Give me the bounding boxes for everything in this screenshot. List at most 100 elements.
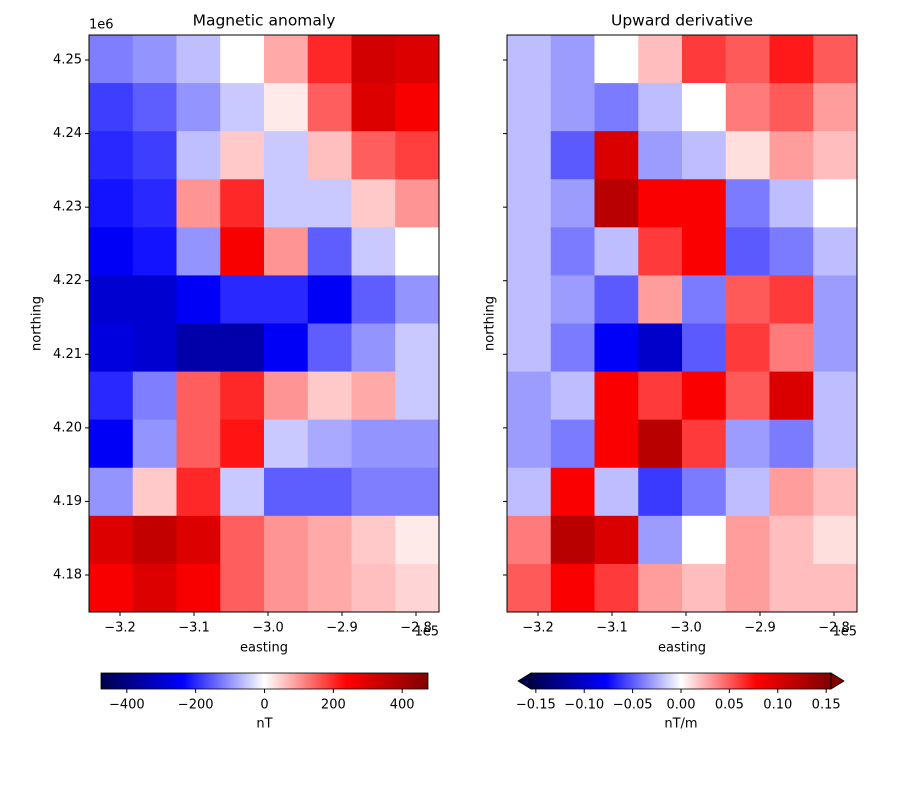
heatmap-cell	[176, 131, 221, 180]
heatmap-cell	[507, 227, 552, 276]
heatmap-cell	[769, 467, 814, 517]
heatmap-cell	[725, 467, 770, 517]
heatmap-cell	[132, 515, 177, 565]
heatmap-cell	[176, 563, 221, 613]
heatmap-cell	[89, 179, 134, 228]
heatmap-cell	[682, 371, 727, 421]
colorbar-tick-label: 0.15	[812, 698, 841, 713]
heatmap-cell	[638, 179, 683, 228]
heatmap-cell	[395, 131, 440, 180]
heatmap-cell	[132, 371, 177, 421]
heatmap-cell	[307, 467, 352, 517]
heatmap-cell	[395, 83, 440, 132]
heatmap-cell	[395, 371, 440, 421]
colorbar-tick-label: −400	[109, 698, 145, 713]
heatmap-cell	[769, 323, 814, 373]
heatmap-cell	[813, 179, 858, 228]
heatmap-cell	[682, 515, 727, 565]
heatmap-cell	[682, 227, 727, 276]
heatmap-cell	[220, 131, 265, 180]
heatmap-cell	[264, 83, 309, 132]
heatmap-cell	[307, 35, 352, 84]
heatmap-cell	[638, 275, 683, 324]
heatmap-cell	[594, 515, 639, 565]
colorbar-tick-label: 0.05	[715, 698, 744, 713]
heatmap-cell	[769, 419, 814, 469]
heatmap-cell	[89, 131, 134, 180]
heatmap-cell	[264, 35, 309, 84]
heatmap-cell	[351, 131, 396, 180]
x-tick-label: −3.2	[104, 621, 136, 636]
heatmap-cell	[725, 563, 770, 613]
heatmap-cell	[395, 227, 440, 276]
heatmap-cell	[220, 35, 265, 84]
x-tick-label: −2.8	[818, 621, 850, 636]
heatmap-cell	[769, 275, 814, 324]
x-tick-label: −2.9	[744, 621, 776, 636]
colorbar	[101, 673, 428, 689]
heatmap-cell	[550, 179, 595, 228]
heatmap-cell	[682, 179, 727, 228]
heatmap-cell	[507, 371, 552, 421]
heatmap-cell	[351, 323, 396, 373]
heatmap-cell	[351, 419, 396, 469]
y-tick-label: 4.22	[53, 273, 82, 288]
heatmap-cell	[351, 515, 396, 565]
x-tick-label: −3.0	[670, 621, 702, 636]
colorbar-label: nT	[256, 717, 272, 732]
colorbar-tick-label: 0.10	[763, 698, 792, 713]
heatmap-cell	[550, 467, 595, 517]
heatmap-cell	[594, 179, 639, 228]
heatmap-cell	[594, 563, 639, 613]
heatmap-cell	[507, 131, 552, 180]
heatmap-cell	[307, 419, 352, 469]
heatmap-cell	[307, 515, 352, 565]
heatmap-cell	[264, 227, 309, 276]
heatmap-cell	[813, 323, 858, 373]
heatmap-cell	[550, 227, 595, 276]
heatmap-cell	[507, 179, 552, 228]
y-tick-label: 4.20	[53, 420, 82, 435]
heatmap-cell	[550, 371, 595, 421]
heatmap-cell	[550, 35, 595, 84]
colorbar-label: nT/m	[664, 717, 697, 732]
heatmap-cell	[507, 563, 552, 613]
heatmap-cell	[176, 419, 221, 469]
x-axis-label: easting	[658, 641, 706, 656]
heatmap-cell	[725, 227, 770, 276]
heatmap-cell	[307, 275, 352, 324]
heatmap-cell	[813, 515, 858, 565]
heatmap-cell	[725, 275, 770, 324]
heatmap-cell	[550, 323, 595, 373]
heatmap-cell	[682, 275, 727, 324]
heatmap-cell	[638, 35, 683, 84]
heatmap-cell	[682, 419, 727, 469]
heatmap-cell	[89, 275, 134, 324]
heatmap-cell	[89, 227, 134, 276]
x-tick-label: −3.0	[252, 621, 284, 636]
y-axis-label: northing	[483, 296, 498, 351]
heatmap-cell	[395, 515, 440, 565]
heatmap-cell	[220, 83, 265, 132]
heatmap-cell	[89, 35, 134, 84]
heatmap-cell	[307, 371, 352, 421]
heatmap-cell	[395, 419, 440, 469]
heatmap-cell	[682, 323, 727, 373]
heatmap-cell	[594, 227, 639, 276]
axes-frame	[88, 34, 440, 613]
heatmap	[89, 35, 440, 613]
x-tick-label: −2.8	[400, 621, 432, 636]
heatmap-cell	[176, 35, 221, 84]
heatmap-cell	[507, 467, 552, 517]
heatmap-cell	[507, 275, 552, 324]
heatmap-cell	[550, 563, 595, 613]
heatmap-cell	[89, 83, 134, 132]
colorbar-tick-label: 400	[390, 698, 415, 713]
x-offset-label: 1e5	[832, 625, 857, 640]
heatmap-cell	[395, 275, 440, 324]
y-axis-label: northing	[30, 296, 45, 351]
heatmap-cell	[220, 419, 265, 469]
heatmap-cell	[351, 275, 396, 324]
heatmap-cell	[594, 35, 639, 84]
heatmap-cell	[769, 371, 814, 421]
